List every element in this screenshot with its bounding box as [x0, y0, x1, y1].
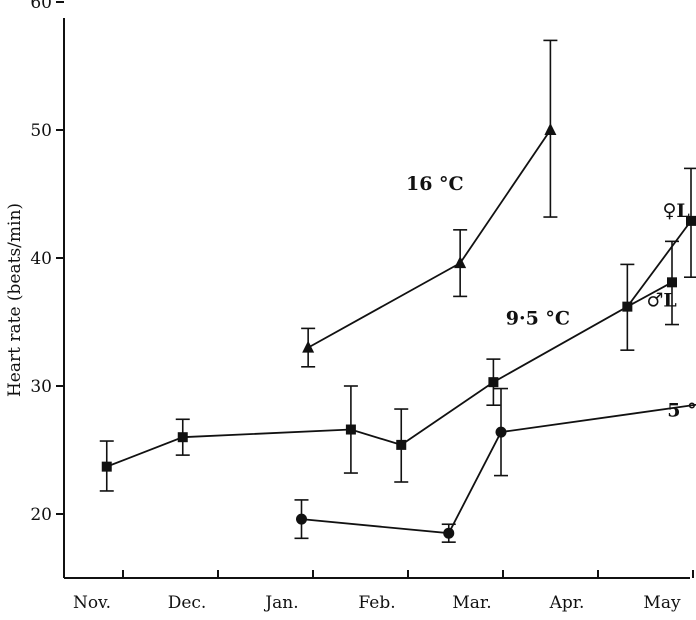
y-tick-label: 20 [30, 505, 52, 525]
annotation: 9·5 °C [506, 308, 570, 330]
square-marker [345, 424, 356, 435]
y-axis-title: Heart rate (beats/min) [5, 203, 25, 397]
x-ticks: Nov. Dec. Jan. Feb. Mar. Apr. May [73, 570, 694, 613]
y-tick-label: 40 [30, 249, 52, 269]
series-5 [294, 387, 696, 543]
x-tick-label: Feb. [358, 593, 395, 613]
annotation: 5 °C [667, 400, 696, 422]
circle-marker [495, 426, 507, 438]
annotation: 16 °C [406, 173, 464, 195]
series-line [106, 220, 692, 468]
x-tick-label: Nov. [73, 593, 111, 613]
x-axis: Nov. Dec. Jan. Feb. Mar. Apr. May [64, 570, 694, 613]
annotation: ♀L [663, 200, 690, 222]
circle-marker [443, 527, 455, 539]
series-1 [99, 167, 696, 492]
square-marker [177, 432, 188, 443]
series-line [301, 403, 696, 535]
x-tick-label: Apr. [549, 593, 585, 613]
series-0 [301, 39, 558, 368]
y-tick-label: 60 [30, 0, 52, 13]
triangle-marker [302, 340, 315, 353]
square-marker [686, 215, 696, 226]
annotation: ♂L [646, 290, 676, 312]
series-line [626, 281, 673, 308]
annotation-layer: 16 °C9·5 °C5 °C♀L♂F♂L♀F [406, 173, 696, 422]
y-tick-label: 30 [30, 377, 52, 397]
x-tick-label: Jan. [263, 593, 298, 613]
triangle-marker [544, 123, 557, 135]
square-marker [667, 277, 677, 288]
series-2 [626, 240, 679, 326]
square-marker [101, 461, 112, 472]
square-marker [396, 439, 407, 450]
triangle-marker [454, 256, 467, 269]
square-marker [488, 377, 499, 388]
x-tick-label: Dec. [168, 593, 207, 613]
x-tick-label: Mar. [452, 593, 491, 613]
y-ticks: 20 30 40 50 60 [30, 0, 64, 525]
circle-marker [296, 513, 307, 525]
x-tick-label: May [643, 593, 681, 613]
y-axis: 20 30 40 50 60 Heart rate (beats/min) [5, 0, 65, 578]
y-tick-label: 50 [30, 121, 52, 141]
series-layer [99, 39, 696, 543]
